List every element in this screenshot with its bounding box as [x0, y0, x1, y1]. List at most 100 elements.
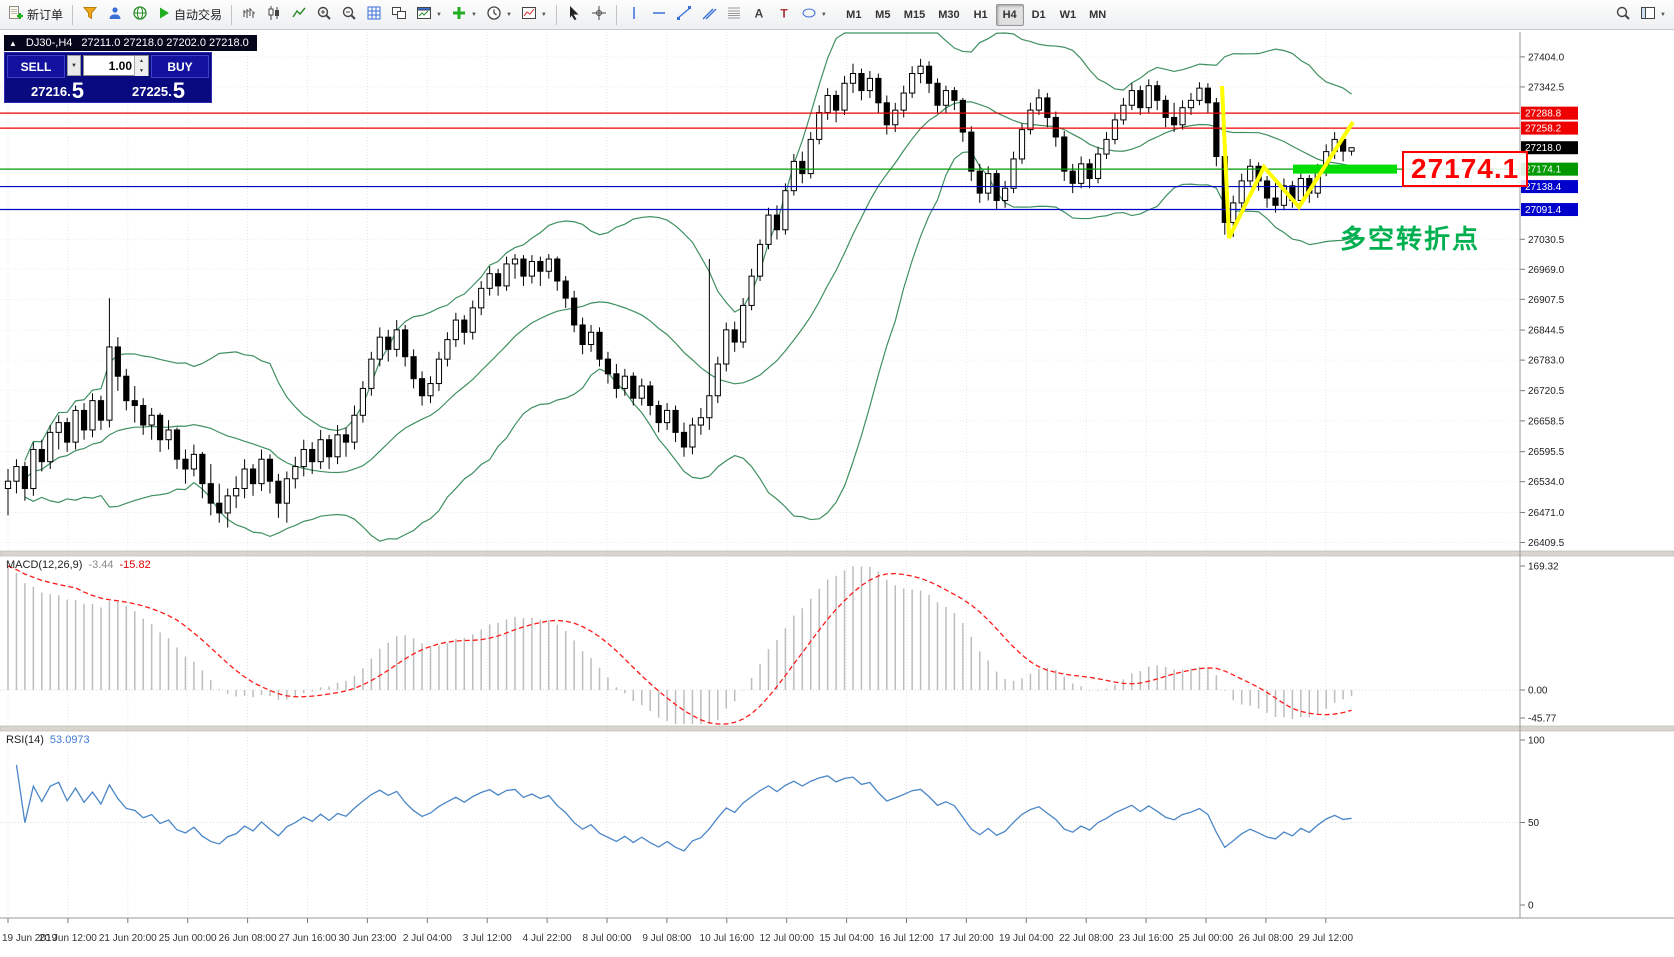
play-icon	[157, 6, 171, 23]
candle	[1111, 119, 1119, 140]
community-button[interactable]	[128, 3, 152, 27]
time-label: 22 Jul 08:00	[1059, 933, 1114, 944]
candle	[875, 77, 882, 104]
candle	[1187, 99, 1195, 109]
text-button[interactable]: A	[747, 3, 771, 27]
horizontal-line-button[interactable]	[647, 3, 671, 27]
zoom-out-button[interactable]	[337, 3, 361, 27]
candle	[131, 400, 138, 407]
spin-down-icon[interactable]: ▼	[135, 65, 148, 76]
spin-up-icon[interactable]: ▲	[135, 55, 148, 66]
candle	[469, 307, 476, 333]
candle	[1162, 99, 1169, 118]
collapse-panel-icon[interactable]: ▲	[9, 38, 17, 48]
turning-point-note[interactable]: 多空转折点	[1340, 224, 1481, 254]
volume-input[interactable]	[84, 57, 134, 74]
panel-splitter[interactable]	[0, 550, 1674, 557]
candle	[697, 417, 704, 426]
line-chart-button[interactable]	[287, 3, 311, 27]
price-tag-label: 27174.1	[1525, 165, 1562, 176]
price-tag	[1521, 121, 1578, 135]
candle	[883, 102, 890, 126]
bar-chart-button[interactable]	[237, 3, 261, 27]
timeframe-button-h1[interactable]: H1	[967, 4, 995, 26]
candle	[1018, 129, 1026, 160]
auto-trading-button[interactable]: 自动交易	[153, 3, 226, 27]
candle	[976, 170, 983, 194]
label-button[interactable]: T	[772, 3, 796, 27]
vertical-line-button[interactable]	[622, 3, 646, 27]
candle	[528, 260, 535, 277]
candle	[799, 160, 806, 175]
candle	[824, 94, 831, 114]
annotations-layer[interactable]	[1220, 85, 1397, 239]
candle	[55, 422, 62, 433]
candle	[402, 329, 409, 358]
timeframe-button-m30[interactable]: M30	[932, 4, 965, 26]
timeframe-button-m1[interactable]: M1	[840, 4, 868, 26]
candle	[782, 190, 789, 231]
trendline-button[interactable]	[672, 3, 696, 27]
candle	[680, 431, 688, 448]
candle	[621, 375, 628, 389]
new-order-button[interactable]: 新订单	[4, 3, 67, 27]
candle	[1128, 90, 1135, 106]
bollinger-middle	[24, 101, 1352, 480]
timeframe-button-d1[interactable]: D1	[1025, 4, 1053, 26]
levels-layer[interactable]	[0, 112, 1520, 211]
candle	[1086, 163, 1093, 179]
candle	[503, 263, 510, 287]
profile-button[interactable]	[103, 3, 127, 27]
fibonacci-button[interactable]	[722, 3, 746, 27]
panels-button[interactable]: ▼	[1636, 3, 1670, 27]
candlestick-chart-button[interactable]	[262, 3, 286, 27]
timeframe-button-h4[interactable]: H4	[995, 3, 1024, 26]
timeframe-button-m15[interactable]: M15	[898, 4, 931, 26]
buy-price[interactable]: 27225. 5	[108, 79, 209, 102]
windows-button[interactable]	[387, 3, 411, 27]
candle	[182, 458, 189, 470]
panel-splitter[interactable]	[0, 725, 1674, 732]
indicators-button[interactable]: ▼	[447, 3, 481, 27]
candle	[89, 400, 96, 431]
timeframe-button-mn[interactable]: MN	[1083, 4, 1112, 26]
bollinger-upper	[24, 32, 1352, 461]
sell-price[interactable]: 27216. 5	[7, 79, 108, 102]
crosshair-button[interactable]	[587, 3, 611, 27]
channel-button[interactable]	[697, 3, 721, 27]
shapes-button[interactable]: ▼	[797, 3, 831, 27]
one-click-menu-button[interactable]: ▼	[67, 55, 81, 76]
search-button[interactable]	[1611, 3, 1635, 27]
sell-button[interactable]: SELL	[7, 55, 65, 78]
macd-label: MACD(12,26,9) -3.44 -15.82	[6, 559, 151, 571]
candle	[1069, 170, 1076, 184]
candle	[562, 280, 569, 299]
candle	[30, 448, 37, 490]
timeframe-button-w1[interactable]: W1	[1054, 4, 1083, 26]
candle	[807, 138, 814, 175]
grid-toggle-button[interactable]	[362, 3, 386, 27]
buy-button[interactable]: BUY	[151, 55, 209, 78]
candle	[80, 409, 88, 431]
time-label: 15 Jul 04:00	[819, 933, 874, 944]
yellow-zigzag-drawing[interactable]	[1220, 85, 1355, 239]
time-label: 19 Jul 04:00	[999, 933, 1054, 944]
level-price-callout[interactable]: 27174.1	[1402, 151, 1529, 187]
new-chart-button[interactable]: ▼	[412, 3, 446, 27]
zoom-in-button[interactable]	[312, 3, 336, 27]
candle	[342, 434, 350, 443]
funnel-button[interactable]	[78, 3, 102, 27]
cursor-button[interactable]	[562, 3, 586, 27]
candle	[233, 488, 240, 497]
price-tag	[1521, 162, 1578, 176]
trendline-icon	[676, 5, 692, 24]
fibonacci-icon	[726, 5, 742, 24]
timeframe-button-m5[interactable]: M5	[869, 4, 897, 26]
price-tick-label: 26783.0	[1528, 356, 1565, 367]
candle	[934, 82, 941, 106]
price-tag	[1521, 180, 1578, 194]
period-button[interactable]: ▼	[482, 3, 516, 27]
template-button[interactable]: ▼	[517, 3, 551, 27]
bollinger-layer	[24, 32, 1352, 542]
